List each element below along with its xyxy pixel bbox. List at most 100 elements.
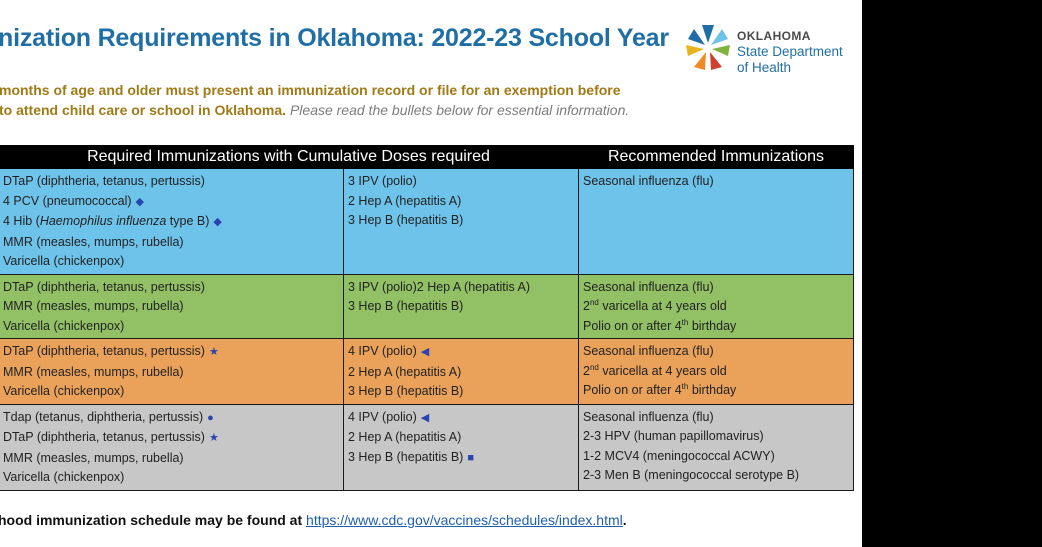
cell-text: DTaP (diphtheria, tetanus, pertussis) xyxy=(3,344,205,358)
cell-superscript: nd xyxy=(589,297,599,307)
cell-superscript: th xyxy=(681,381,689,391)
cell-text: 4 Hib ( xyxy=(3,214,40,228)
cell-text: DTaP (diphtheria, tetanus, pertussis) xyxy=(3,279,205,294)
cell-text: DTaP (diphtheria, tetanus, pertussis) xyxy=(3,174,205,188)
intro-line-1: months of age and older must present an … xyxy=(0,82,621,98)
cell-line: 2nd varicella at 4 years old xyxy=(583,362,849,382)
table-cell-col2: 3 IPV (polio)2 Hep A (hepatitis A) 3 Hep … xyxy=(343,169,579,275)
cell-line: 1-2 MCV4 (meningococcal ACWY) xyxy=(583,447,849,467)
cell-text: Polio on or after 4 xyxy=(583,318,682,333)
intro-line-2: to attend child care or school in Oklaho… xyxy=(0,100,629,120)
cell-text: Varicella (chickenpox) xyxy=(3,318,125,333)
cell-line: MMR (measles, mumps, rubella) xyxy=(3,449,339,469)
cell-line: 2-3 HPV (human papillomavirus) xyxy=(583,427,849,447)
diamond-icon: ◆ xyxy=(135,195,144,208)
footer-end: . xyxy=(622,512,627,528)
table-cell-col2: 3 IPV (polio)2 Hep A (hepatitis A) 3 Hep … xyxy=(343,274,579,339)
cell-text: 2-3 Men B (meningococcal serotype B) xyxy=(583,468,800,482)
table-body: DTaP (diphtheria, tetanus, pertussis) 4 P… xyxy=(0,169,854,491)
cell-text: DTaP (diphtheria, tetanus, pertussis) xyxy=(3,430,205,444)
cdc-schedule-link[interactable]: https://www.cdc.gov/vaccines/schedules/i… xyxy=(306,512,623,528)
cell-text: Seasonal influenza (flu) xyxy=(583,279,714,294)
cell-line: 3 Hep B (hepatitis B) xyxy=(348,382,574,402)
cell-text: 4 PCV (pneumococcal) xyxy=(3,193,132,208)
table-cell-col1: DTaP (diphtheria, tetanus, pertussis) ★ MM… xyxy=(0,338,344,405)
document-page: nization Requirements in Oklahoma: 2022-… xyxy=(0,16,854,528)
cell-text: 2 Hep A (hepatitis A) xyxy=(348,193,462,208)
osdh-logo: OKLAHOMA State Department of Health xyxy=(683,16,853,80)
table-row: Tdap (tetanus, diphtheria, pertussis) ● DT… xyxy=(0,404,854,491)
cell-line: Varicella (chickenpox) xyxy=(3,317,339,337)
cell-line: 4 IPV (polio) ◀ xyxy=(348,408,574,429)
cell-text: varicella at 4 years old xyxy=(598,299,727,313)
square-icon: ■ xyxy=(467,451,474,464)
table-cell-col1: DTaP (diphtheria, tetanus, pertussis) 4 P… xyxy=(0,169,344,275)
header-required: Required Immunizations with Cumulative D… xyxy=(0,145,579,169)
cell-line: 3 IPV (polio) xyxy=(348,172,574,192)
oklahoma-star-logo-icon xyxy=(686,25,730,70)
table-cell-col3: Seasonal influenza (flu) 2nd varicella at… xyxy=(578,274,854,339)
cell-line: MMR (measles, mumps, rubella) xyxy=(3,363,339,383)
circle-icon: ● xyxy=(207,411,214,424)
immunization-table: Required Immunizations with Cumulative D… xyxy=(0,145,854,491)
table-row: DTaP (diphtheria, tetanus, pertussis) ★ MM… xyxy=(0,338,854,405)
logo-line-2: State Department xyxy=(737,44,843,59)
cell-line: DTaP (diphtheria, tetanus, pertussis) xyxy=(3,278,339,298)
cell-text: Tdap (tetanus, diphtheria, pertussis) xyxy=(3,409,204,424)
cell-line: Seasonal influenza (flu) xyxy=(583,172,849,192)
cell-line: Varicella (chickenpox) xyxy=(3,382,339,402)
cell-text: Varicella (chickenpox) xyxy=(3,470,125,484)
cell-italic-text: Haemophilus influenza xyxy=(39,214,167,228)
cell-text: MMR (measles, mumps, rubella) xyxy=(3,234,184,249)
left-triangle-icon: ◀ xyxy=(420,346,430,358)
cell-line: MMR (measles, mumps, rubella) xyxy=(3,297,339,317)
cell-line: Polio on or after 4th birthday xyxy=(583,381,849,401)
cell-text: type B) xyxy=(166,214,210,228)
cell-text: 3 Hep B (hepatitis B) xyxy=(348,299,464,313)
cell-text: 2 Hep A (hepatitis A) xyxy=(348,364,462,379)
cell-text: 3 IPV (polio)2 Hep A (hepatitis A) xyxy=(348,279,531,294)
cell-line: Tdap (tetanus, diphtheria, pertussis) ● xyxy=(3,408,339,429)
cell-text: varicella at 4 years old xyxy=(598,363,727,378)
cell-line: DTaP (diphtheria, tetanus, pertussis) ★ xyxy=(3,342,339,363)
cell-text: birthday xyxy=(688,383,737,397)
cell-text: Varicella (chickenpox) xyxy=(3,254,125,268)
black-side-panel xyxy=(862,0,1042,547)
cell-line: 3 Hep B (hepatitis B) xyxy=(348,211,574,231)
cell-line: Polio on or after 4th birthday xyxy=(583,317,849,337)
cell-line: Varicella (chickenpox) xyxy=(3,252,339,272)
diamond-icon: ◆ xyxy=(213,216,222,228)
cell-text: Seasonal influenza (flu) xyxy=(583,409,714,424)
cell-text: MMR (measles, mumps, rubella) xyxy=(3,450,184,465)
cell-text: Varicella (chickenpox) xyxy=(3,384,125,398)
cell-text: 3 Hep B (hepatitis B) xyxy=(348,449,464,464)
cell-line: 2 Hep A (hepatitis A) xyxy=(348,428,574,448)
cell-text: 3 Hep B (hepatitis B) xyxy=(348,213,464,227)
page-title: nization Requirements in Oklahoma: 2022-… xyxy=(0,24,669,52)
cell-text: 4 IPV (polio) xyxy=(348,344,417,358)
table-cell-col1: DTaP (diphtheria, tetanus, pertussis) MMR… xyxy=(0,274,344,339)
cell-line: 4 PCV (pneumococcal) ◆ xyxy=(3,192,339,213)
cell-line: Varicella (chickenpox) xyxy=(3,468,339,488)
table-row: DTaP (diphtheria, tetanus, pertussis) 4 P… xyxy=(0,169,854,275)
table-cell-col2: 4 IPV (polio) ◀ 2 Hep A (hepatitis A) 3 Hep… xyxy=(343,404,579,491)
cell-text: 2 xyxy=(583,363,590,378)
cell-text: MMR (measles, mumps, rubella) xyxy=(3,364,184,379)
cell-line: DTaP (diphtheria, tetanus, pertussis) xyxy=(3,172,339,192)
intro-text: months of age and older must present an … xyxy=(0,80,629,120)
cell-line: 3 IPV (polio)2 Hep A (hepatitis A) xyxy=(348,278,574,298)
cell-line: Seasonal influenza (flu) xyxy=(583,342,849,362)
cell-line: 4 IPV (polio) ◀ xyxy=(348,342,574,363)
footer-text: hood immunization schedule may be found … xyxy=(0,512,307,528)
star-icon: ★ xyxy=(208,346,219,358)
cell-text: 4 IPV (polio) xyxy=(348,409,417,424)
left-triangle-icon: ◀ xyxy=(420,411,430,424)
table-header-row: Required Immunizations with Cumulative D… xyxy=(0,145,854,169)
footer-note: hood immunization schedule may be found … xyxy=(0,512,627,528)
intro-line-2-italic: Please read the bullets below for essent… xyxy=(289,102,630,118)
table-row: DTaP (diphtheria, tetanus, pertussis) MMR… xyxy=(0,274,854,339)
cell-text: Polio on or after 4 xyxy=(583,383,682,397)
cell-text: Seasonal influenza (flu) xyxy=(583,174,714,188)
cell-text: 2 Hep A (hepatitis A) xyxy=(348,430,462,444)
cell-superscript: nd xyxy=(589,362,599,372)
